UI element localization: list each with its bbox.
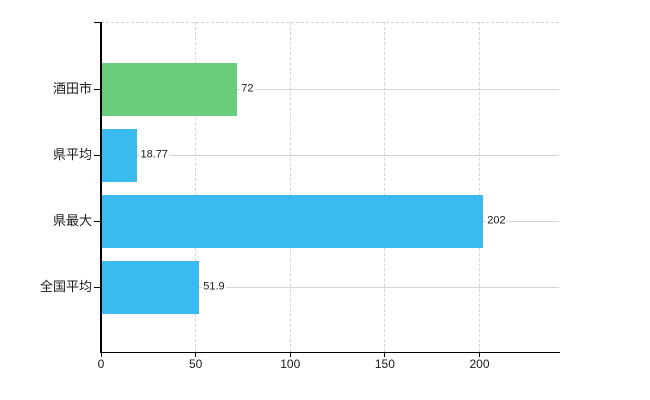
vertical-gridline: [289, 22, 291, 352]
y-axis-tick: [94, 89, 101, 90]
vertical-gridline: [384, 22, 386, 352]
bar-value-label: 202: [486, 214, 507, 228]
bar: [101, 62, 238, 116]
y-axis-tick: [94, 155, 101, 156]
category-label: 酒田市: [52, 81, 92, 96]
x-axis-tick: [384, 353, 386, 357]
bar: [101, 194, 484, 248]
x-tick-label: 200: [469, 357, 490, 371]
vertical-gridline: [479, 22, 480, 352]
x-tick-label: 150: [374, 357, 395, 371]
y-axis-tick: [94, 287, 101, 288]
plot-top-gridline: [101, 22, 559, 23]
y-axis-line: [100, 22, 102, 353]
bar-value-label: 72: [240, 82, 255, 96]
vertical-gridline: [195, 22, 197, 352]
bar-value-label: 18.77: [139, 148, 170, 162]
plot-area: 72 18.77 202 51.9: [101, 22, 559, 352]
x-tick-label: 100: [280, 357, 301, 371]
category-label: 全国平均: [39, 279, 92, 294]
horizontal-gridline: [101, 154, 559, 156]
x-axis-tick: [479, 353, 480, 357]
bar: [101, 260, 200, 314]
x-tick-label: 0: [97, 357, 105, 371]
bar: [101, 128, 137, 182]
horizontal-gridline: [101, 88, 559, 90]
bar-value-label: 51.9: [202, 280, 226, 294]
x-tick-label: 50: [188, 357, 203, 371]
x-axis-tick: [195, 353, 197, 357]
y-axis-tick: [94, 221, 101, 222]
category-label: 県最大: [52, 213, 92, 228]
category-label: 県平均: [52, 147, 92, 162]
y-axis-top-tick: [94, 22, 101, 23]
x-axis-tick: [100, 353, 102, 357]
horizontal-gridline: [101, 286, 559, 288]
x-axis-line: [100, 352, 560, 353]
x-axis-tick: [289, 353, 291, 357]
